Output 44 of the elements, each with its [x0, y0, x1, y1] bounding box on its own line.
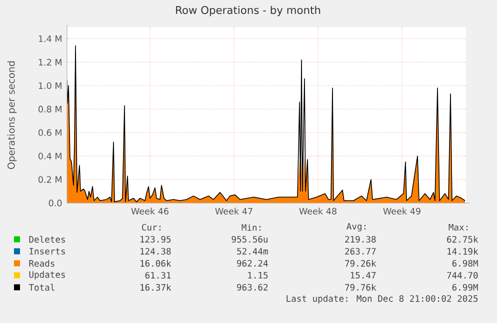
x-tick-label: Week 46 — [131, 208, 168, 215]
text: 219.38 — [345, 236, 376, 243]
legend-label: Inserts — [30, 248, 65, 255]
y-tick-label: 0.0 — [48, 200, 62, 206]
x-tick-label: Week 49 — [383, 208, 420, 215]
text: Last update: Mon Dec 8 21:00:02 2025 — [286, 295, 478, 304]
x-tick-label: Week 48 — [299, 208, 336, 215]
text: Avg: — [346, 223, 366, 232]
text: 16.37k — [140, 284, 172, 291]
text: 744.70 — [447, 272, 478, 279]
y-tick-label: 1.4 M — [38, 36, 62, 42]
y-tick-label: 1.0 M — [38, 82, 62, 89]
text: Max: — [448, 224, 468, 231]
text: 6.99M — [452, 284, 478, 291]
text: 14.19k — [448, 248, 478, 255]
legend-label: Reads — [29, 260, 54, 267]
text: Min: — [242, 224, 260, 231]
text: 16.06k — [140, 260, 172, 267]
x-tick-label: Week 47 — [215, 208, 252, 215]
text: 1.15 — [248, 272, 268, 279]
legend-label: Total — [28, 284, 54, 291]
y-tick-label: 0.4 M — [38, 152, 62, 160]
text: 962.24 — [237, 260, 268, 267]
y-tick-label: 0.6 M — [38, 129, 62, 136]
text: 6.98M — [452, 260, 478, 267]
text: 62.75k — [447, 236, 478, 243]
legend-label: Updates — [29, 271, 65, 280]
text: 124.38 — [140, 248, 171, 255]
y-tick-label: 0.2 M — [38, 176, 62, 183]
text: 15.47 — [350, 272, 376, 279]
text: 963.62 — [237, 284, 268, 291]
text: 79.26k — [345, 260, 376, 267]
text: 955.56u — [232, 236, 268, 243]
legend-label: Deletes — [29, 236, 65, 243]
text: Cur: — [142, 224, 160, 231]
y-tick-label: 0.8 M — [38, 106, 62, 112]
y-axis-title: Operations per second — [7, 61, 17, 169]
y-tick-label: 1.2 M — [38, 58, 62, 66]
text: 61.31 — [145, 272, 171, 279]
chart-title: Row Operations - by month — [176, 6, 320, 16]
text: 52.44m — [237, 248, 268, 255]
text: 79.76k — [345, 284, 376, 291]
text: 123.95 — [140, 236, 171, 243]
text: 263.77 — [345, 248, 376, 255]
